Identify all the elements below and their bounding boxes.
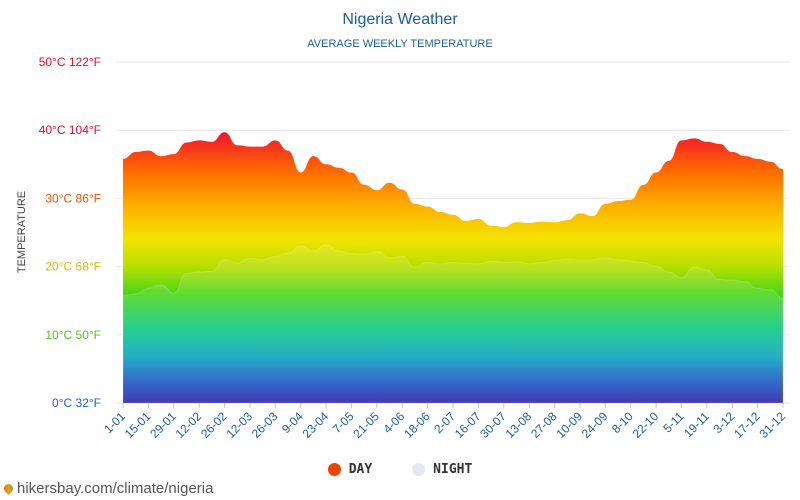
legend-item-night[interactable]: NIGHT bbox=[412, 462, 472, 477]
x-tick-label: 26-03 bbox=[249, 409, 281, 441]
x-tick-label: 13-08 bbox=[503, 409, 535, 441]
x-tick-label: 18-06 bbox=[401, 409, 433, 441]
x-tick-label: 10-09 bbox=[553, 409, 585, 441]
y-tick-label: 30°C 86°F bbox=[45, 191, 101, 205]
y-tick-label: 50°C 122°F bbox=[39, 55, 101, 69]
legend-label-day: DAY bbox=[348, 462, 373, 477]
y-tick-label: 0°C 32°F bbox=[52, 396, 101, 410]
x-tick-label: 12-02 bbox=[173, 409, 205, 441]
chart-subtitle: AVERAGE WEEKLY TEMPERATURE bbox=[307, 38, 492, 50]
x-tick-label: 15-01 bbox=[122, 409, 154, 441]
location-pin-icon bbox=[2, 482, 15, 495]
x-tick-label: 24-09 bbox=[579, 409, 611, 441]
day-dot-icon bbox=[327, 463, 341, 476]
x-tick-labels: 1-0115-0129-0112-0226-0212-0326-039-0423… bbox=[101, 403, 788, 441]
x-tick-label: 29-01 bbox=[147, 409, 179, 441]
x-tick-label: 30-07 bbox=[477, 409, 509, 441]
legend-item-day[interactable]: DAY bbox=[327, 462, 373, 477]
x-tick-label: 22-10 bbox=[630, 409, 662, 441]
x-tick-label: 19-11 bbox=[681, 409, 712, 440]
y-tick-label: 20°C 68°F bbox=[45, 260, 101, 274]
x-tick-label: 27-08 bbox=[528, 409, 560, 441]
x-tick-label: 21-05 bbox=[350, 409, 382, 441]
source-link[interactable]: hikersbay.com/climate/nigeria bbox=[2, 480, 214, 497]
chart-title: Nigeria Weather bbox=[342, 11, 458, 28]
x-tick-label: 26-02 bbox=[198, 409, 230, 441]
night-shade bbox=[122, 244, 784, 404]
chart: Nigeria Weather AVERAGE WEEKLY TEMPERATU… bbox=[16, 11, 790, 441]
x-tick-label: 12-03 bbox=[223, 409, 255, 441]
legend-label-night: NIGHT bbox=[433, 462, 473, 477]
x-tick-label: 31-12 bbox=[757, 409, 789, 441]
y-tick-label: 40°C 104°F bbox=[39, 123, 101, 137]
y-tick-label: 10°C 50°F bbox=[45, 328, 101, 342]
x-tick-label: 16-07 bbox=[452, 409, 484, 441]
night-dot-icon bbox=[412, 463, 426, 476]
y-axis-label: TEMPERATURE bbox=[16, 191, 28, 273]
source-text: hikersbay.com/climate/nigeria bbox=[17, 480, 214, 497]
day-area bbox=[123, 132, 783, 403]
x-tick-label: 23-04 bbox=[300, 409, 332, 441]
x-tick-label: 17-12 bbox=[731, 409, 763, 441]
y-tick-labels: 0°C 32°F 10°C 50°F 20°C 68°F 30°C 86°F 40°C … bbox=[39, 55, 101, 410]
legend: DAY NIGHT bbox=[0, 462, 800, 477]
